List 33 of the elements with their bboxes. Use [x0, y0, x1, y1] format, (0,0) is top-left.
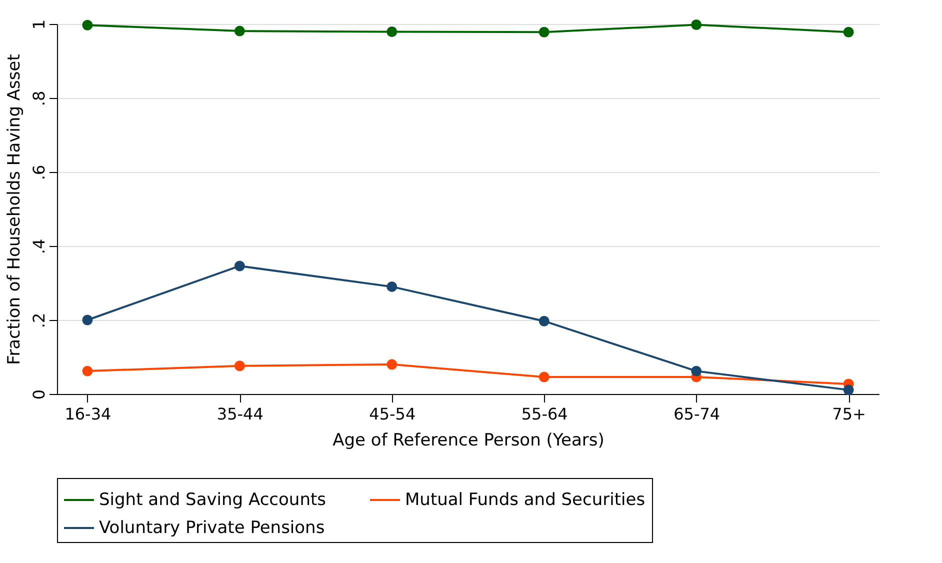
- point: [82, 366, 93, 376]
- legend-label: Mutual Funds and Securities: [405, 490, 646, 510]
- point: [386, 359, 398, 370]
- point: [538, 26, 550, 38]
- point: [843, 26, 854, 38]
- y-tick-label: 0: [30, 389, 48, 400]
- point: [691, 366, 702, 376]
- x-tick-label: 65-74: [674, 404, 720, 424]
- x-tick-label: 35-44: [216, 404, 264, 424]
- y-tick-label: .6: [30, 164, 48, 180]
- point: [386, 26, 398, 38]
- point: [234, 260, 245, 272]
- x-tick-label: 45-54: [369, 404, 416, 424]
- point: [234, 360, 245, 372]
- point: [538, 316, 550, 326]
- point: [82, 20, 93, 30]
- point: [234, 26, 245, 36]
- y-tick-label: .2: [30, 312, 48, 328]
- y-axis-title: Fraction of Households Having Asset: [4, 54, 24, 365]
- x-axis-title: Age of Reference Person (Years): [332, 430, 604, 450]
- legend-label: Voluntary Private Pensions: [99, 518, 325, 538]
- point: [691, 20, 702, 30]
- x-tick-label: 55-64: [521, 404, 568, 424]
- point: [843, 384, 854, 396]
- point: [538, 372, 550, 382]
- y-tick-label: .4: [30, 238, 48, 254]
- point: [82, 314, 93, 326]
- y-tick-label: .8: [30, 90, 48, 106]
- legend-label: Sight and Saving Accounts: [99, 490, 326, 510]
- x-tick-label: 75+: [832, 404, 866, 424]
- y-tick-label: 1: [30, 19, 48, 30]
- x-tick-label: 16-34: [64, 404, 112, 424]
- point: [386, 281, 398, 292]
